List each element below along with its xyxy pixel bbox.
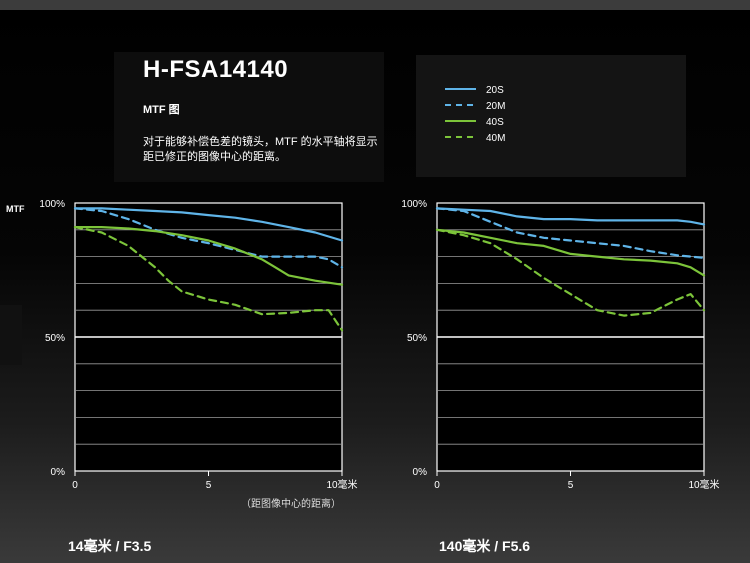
chart2-xtick-label: 0 — [434, 480, 440, 491]
legend-label-40m: 40M — [486, 133, 505, 144]
chart2-series-40m — [435, 228, 706, 317]
chart2-ytick-label: 50% — [407, 333, 427, 344]
left-decoration — [0, 305, 22, 365]
chart1-series-20s — [73, 207, 344, 242]
chart1-ytick-label: 100% — [39, 199, 65, 210]
chart2-series-20m — [435, 207, 706, 259]
legend-label-40s: 40S — [486, 117, 504, 128]
chart2-ytick-label: 0% — [413, 467, 428, 478]
chart2-series-20s — [435, 207, 706, 226]
legend-label-20s: 20S — [486, 85, 504, 96]
info-panel — [114, 52, 384, 182]
chart1-ytick-label: 0% — [51, 467, 66, 478]
chart1-series-40m — [73, 226, 344, 332]
mtf-axis-label: MTF — [6, 204, 25, 214]
chart1-series-40s — [73, 226, 344, 286]
chart-caption-140mm: 140毫米 / F5.6 — [439, 538, 531, 554]
chart1-xtick-label: 10毫米 — [326, 478, 357, 491]
x-axis-note: （距图像中心的距离） — [241, 499, 341, 510]
chart2-ytick-label: 100% — [401, 199, 427, 210]
legend-label-20m: 20M — [486, 101, 505, 112]
chart1-xtick-label: 5 — [206, 480, 212, 491]
mtf-subtitle: MTF 图 — [143, 104, 180, 116]
chart1-ytick-label: 50% — [45, 333, 65, 344]
chart1-series-20m — [73, 207, 344, 269]
top-bar — [0, 0, 750, 10]
legend-panel — [416, 55, 686, 177]
chart1-xtick-label: 0 — [72, 480, 78, 491]
chart-caption-14mm: 14毫米 / F3.5 — [68, 538, 152, 554]
chart2-xtick-label: 10毫米 — [688, 478, 719, 491]
description-text: 对于能够补偿色差的镜头，MTF 的水平轴将显示距已修正的图像中心的距离。 — [143, 136, 378, 163]
chart2-series-40s — [435, 228, 706, 277]
product-title: H-FSA14140 — [143, 56, 289, 83]
chart2-xtick-label: 5 — [568, 480, 574, 491]
